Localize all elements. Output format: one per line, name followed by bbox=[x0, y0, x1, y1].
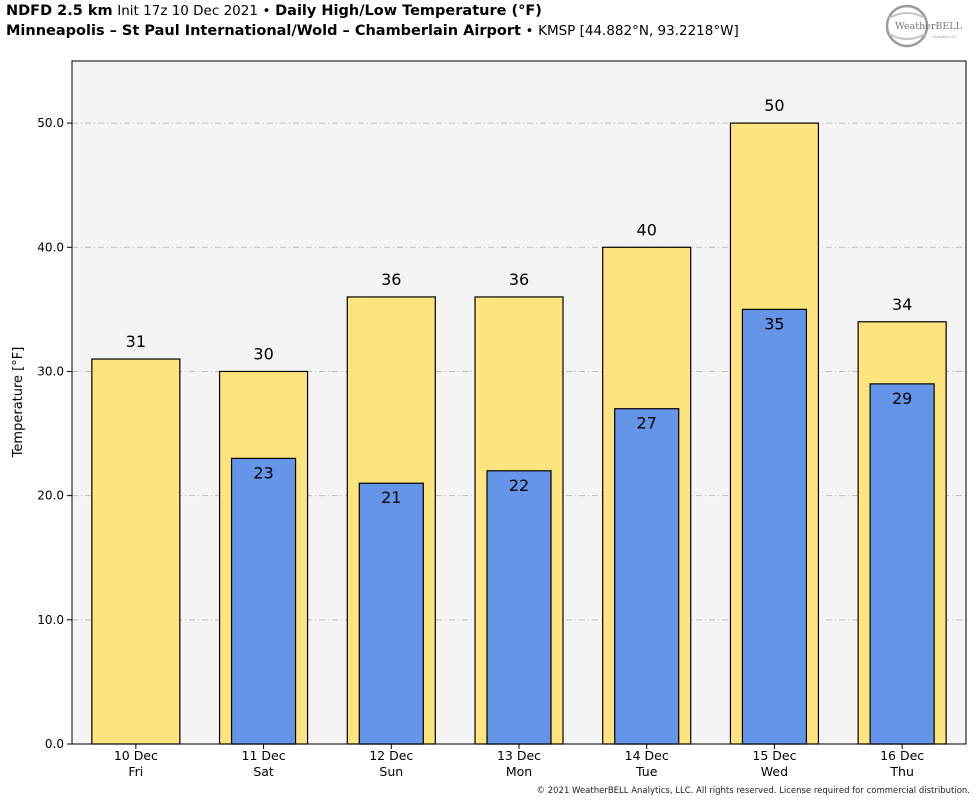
x-tick-day: Sun bbox=[379, 764, 403, 779]
high-temp-label: 50 bbox=[764, 96, 784, 115]
product-name: Daily High/Low Temperature (°F) bbox=[275, 3, 542, 19]
y-tick-label: 30.0 bbox=[37, 364, 64, 378]
low-temp-bar bbox=[230, 457, 297, 745]
station-name: Minneapolis – St Paul International/Wold… bbox=[6, 23, 521, 39]
x-tick-day: Tue bbox=[635, 764, 658, 779]
low-temp-bar bbox=[358, 482, 424, 745]
x-tick-date: 16 Dec bbox=[880, 748, 924, 763]
low-temp-label: 23 bbox=[253, 463, 273, 482]
init-time: Init 17z 10 Dec 2021 bbox=[117, 3, 258, 19]
model-name: NDFD 2.5 km bbox=[6, 3, 113, 19]
station-info: KMSP [44.882°N, 93.2218°W] bbox=[538, 23, 739, 39]
x-tick-day: Mon bbox=[506, 764, 532, 779]
y-tick-label: 40.0 bbox=[37, 240, 64, 254]
high-temp-bar bbox=[91, 358, 181, 745]
low-temp-label: 35 bbox=[764, 314, 784, 333]
x-tick-date: 15 Dec bbox=[752, 748, 796, 763]
high-temp-label: 36 bbox=[509, 270, 529, 289]
x-tick-day: Thu bbox=[889, 764, 913, 779]
x-tick-date: 11 Dec bbox=[242, 748, 286, 763]
logo-subtext: Analytics LLC bbox=[933, 35, 957, 39]
low-temp-label: 22 bbox=[509, 476, 529, 495]
low-temp-bar bbox=[741, 308, 808, 745]
subtitle-separator: • bbox=[525, 23, 534, 39]
low-temp-label: 27 bbox=[637, 414, 657, 433]
high-temp-label: 31 bbox=[126, 332, 146, 351]
high-temp-label: 30 bbox=[253, 344, 273, 363]
x-tick-date: 10 Dec bbox=[114, 748, 158, 763]
chart-title: NDFD 2.5 km Init 17z 10 Dec 2021 • Daily… bbox=[6, 3, 542, 19]
low-temp-bar bbox=[869, 383, 935, 745]
bars: 31 30 23 36 21 36 22 40 27 50 35 34 29 bbox=[91, 96, 947, 745]
low-temp-label: 21 bbox=[381, 488, 401, 507]
copyright-notice: © 2021 WeatherBELL Analytics, LLC. All r… bbox=[536, 786, 970, 796]
y-tick-label: 20.0 bbox=[37, 489, 64, 503]
high-temp-label: 40 bbox=[637, 220, 657, 239]
y-tick-label: 10.0 bbox=[37, 613, 64, 627]
high-temp-label: 36 bbox=[381, 270, 401, 289]
low-temp-bar bbox=[614, 408, 680, 745]
logo-text: WeatherBELL bbox=[895, 21, 963, 32]
low-temp-label: 29 bbox=[892, 389, 912, 408]
y-axis-label: Temperature [°F] bbox=[11, 347, 26, 459]
high-temp-label: 34 bbox=[892, 295, 912, 314]
x-tick-day: Wed bbox=[761, 764, 788, 779]
x-tick-date: 13 Dec bbox=[497, 748, 541, 763]
chart-subtitle: Minneapolis – St Paul International/Wold… bbox=[6, 23, 739, 39]
title-separator: • bbox=[262, 3, 271, 19]
y-tick-label: 50.0 bbox=[37, 116, 64, 130]
x-tick-date: 12 Dec bbox=[369, 748, 413, 763]
weatherbell-logo: WeatherBELL Analytics LLC bbox=[885, 4, 963, 48]
low-temp-bar bbox=[486, 470, 552, 745]
x-tick-day: Sat bbox=[253, 764, 274, 779]
y-tick-label: 0.0 bbox=[45, 737, 64, 751]
x-tick-day: Fri bbox=[128, 764, 143, 779]
x-tick-date: 14 Dec bbox=[625, 748, 669, 763]
